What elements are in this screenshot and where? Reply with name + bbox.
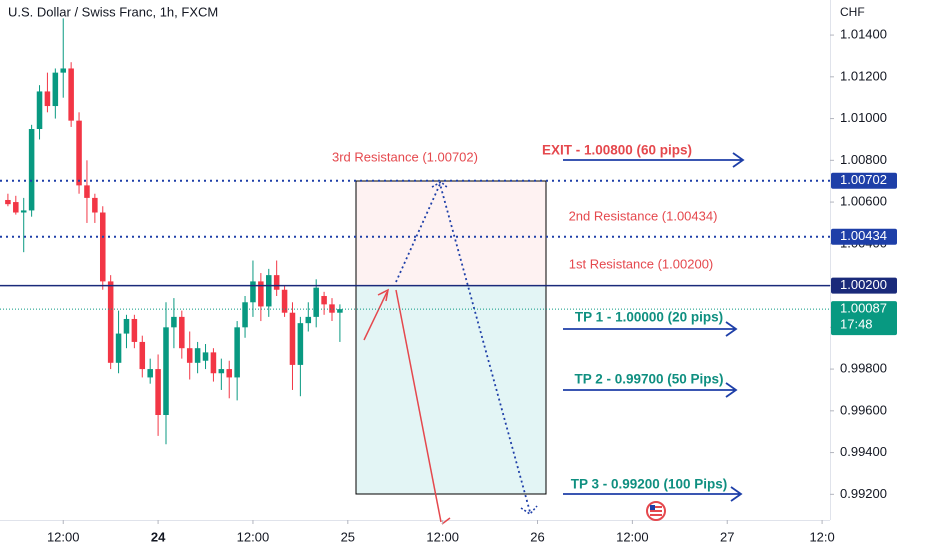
arrow — [363, 291, 388, 341]
candle-body — [131, 318, 138, 342]
candle-body — [163, 327, 169, 415]
stop-zone — [356, 286, 546, 494]
candle-body — [20, 210, 27, 213]
y-tick-label: 1.01400 — [840, 27, 887, 42]
price-label-box — [831, 228, 897, 245]
price-label-box — [831, 277, 897, 294]
candle-body — [44, 91, 51, 107]
annotation: 1st Resistance (1.00200) — [569, 256, 714, 271]
y-tick-label: 1.01000 — [840, 110, 887, 125]
target-zone — [356, 181, 546, 286]
arrow-head — [441, 517, 451, 525]
candle-body — [234, 327, 240, 378]
projection-head — [431, 181, 538, 516]
x-tick-label: 27 — [720, 529, 734, 544]
candle-body — [194, 348, 201, 363]
flag-icon — [646, 501, 666, 521]
candle-body — [155, 369, 161, 415]
x-tick-label: 12:00 — [237, 529, 270, 544]
candle-body — [289, 312, 296, 365]
y-tick-label: 1.01200 — [840, 68, 887, 83]
price-label: 1.00434 — [840, 228, 887, 243]
price-label: 1.00087 — [840, 301, 887, 316]
x-tick-label: 12:00 — [426, 529, 459, 544]
candle-body — [250, 281, 256, 303]
candle-body — [60, 68, 67, 73]
x-tick-label: 12:00 — [616, 529, 649, 544]
price-label: 1.00702 — [840, 172, 887, 187]
candle-body — [218, 369, 225, 374]
candle-body — [76, 120, 82, 186]
candle-body — [139, 341, 146, 370]
candle-body — [186, 348, 193, 363]
candle-body — [273, 275, 280, 290]
candle-body — [202, 352, 209, 361]
arrow — [395, 289, 442, 523]
candle-body — [313, 287, 319, 317]
x-tick-label: 12:0 — [809, 529, 834, 544]
candle-body — [84, 185, 90, 198]
annotation: TP 1 - 1.00000 (20 pips) — [575, 310, 723, 325]
y-tick-label: 1.00800 — [840, 152, 887, 167]
candle-body — [265, 275, 272, 307]
price-label: 1.00200 — [840, 277, 887, 292]
y-tick-label: 0.99600 — [840, 402, 887, 417]
y-tick-label: 0.99200 — [840, 486, 887, 501]
y-tick-label: 1.00600 — [840, 194, 887, 209]
candle-body — [123, 318, 130, 334]
countdown: 17:48 — [840, 317, 873, 332]
annotation: EXIT - 1.00800 (60 pips) — [542, 143, 692, 158]
candle-body — [147, 369, 153, 378]
price-label-box — [831, 301, 897, 336]
candle-body — [115, 333, 122, 363]
candle-body — [179, 316, 185, 349]
candle-body — [99, 212, 106, 282]
annotation: TP 2 - 0.99700 (50 Pips) — [574, 372, 723, 387]
candle-body — [36, 91, 43, 130]
candle-body — [281, 289, 288, 313]
candle-body — [5, 199, 11, 205]
candle-body — [337, 309, 343, 313]
candle-body — [13, 202, 19, 213]
projection-path — [395, 181, 531, 513]
candle-body — [171, 316, 177, 328]
y-tick-label: 0.99800 — [840, 361, 887, 376]
annotation: TP 3 - 0.99200 (100 Pips) — [571, 477, 728, 492]
candle-body — [242, 302, 248, 328]
candle-body — [297, 323, 304, 365]
y-tick-label: 0.99400 — [840, 444, 887, 459]
candle-body — [321, 296, 327, 305]
candle-body — [68, 68, 74, 121]
candle-body — [52, 72, 59, 107]
x-tick-label: 26 — [530, 529, 544, 544]
target-arrows — [563, 152, 745, 502]
x-tick-label: 25 — [341, 529, 355, 544]
candle-body — [226, 369, 233, 378]
candle-body — [258, 281, 264, 307]
candle-body — [329, 304, 335, 313]
axis-currency: CHF — [840, 5, 865, 19]
candle-body — [305, 316, 312, 324]
price-label-box — [831, 172, 897, 189]
candle-body — [28, 129, 35, 211]
x-tick-label: 12:00 — [47, 529, 80, 544]
x-tick-label: 24 — [151, 529, 166, 544]
candle-body — [107, 281, 114, 363]
arrow-head — [377, 288, 390, 302]
chart-title: U.S. Dollar / Swiss Franc, 1h, FXCM — [8, 4, 218, 19]
annotation: 3rd Resistance (1.00702) — [332, 149, 478, 164]
annotation: 2nd Resistance (1.00434) — [569, 208, 718, 223]
candle-body — [210, 352, 217, 374]
candle-body — [92, 197, 98, 213]
